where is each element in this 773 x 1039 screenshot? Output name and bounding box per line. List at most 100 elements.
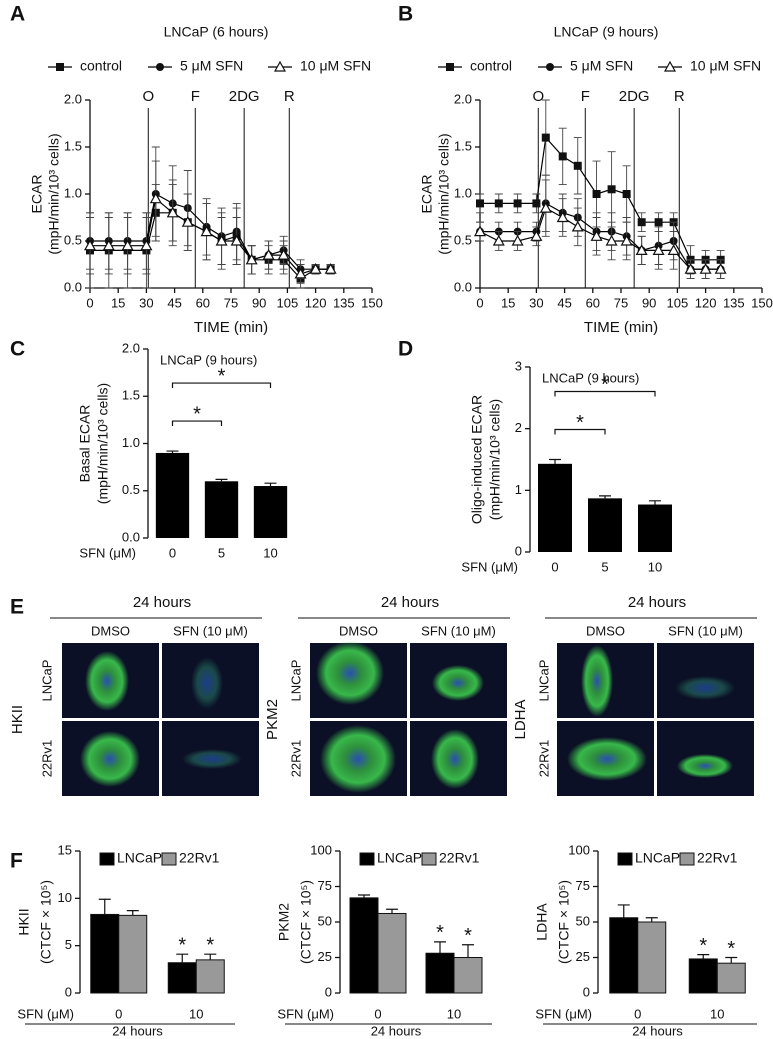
significance-label: * [436, 922, 444, 944]
significance-bracket [554, 428, 606, 435]
injection-label: F [581, 88, 590, 105]
x-tick-label: 60 [196, 295, 210, 310]
bar [588, 498, 622, 552]
significance-label: * [576, 412, 584, 434]
significance-bracket [171, 420, 223, 427]
marker [200, 225, 213, 237]
y-tick-label: 1.5 [64, 138, 82, 153]
error-bar [434, 941, 446, 954]
y-tick-label: 100 [310, 842, 332, 857]
x-tick-label: 150 [361, 295, 383, 310]
x-tick-label: 30 [529, 295, 543, 310]
panel-letter: D [398, 338, 413, 361]
x-tick-label: 0 [374, 1006, 381, 1021]
x-tick-label: 10 [648, 559, 662, 574]
x-tick-label: 0 [476, 295, 483, 310]
y-axis-label: (CTCF × 10⁵) [298, 880, 314, 964]
cell [581, 645, 613, 717]
x-tick-label: 30 [139, 295, 153, 310]
error-bar [358, 894, 370, 898]
marker [714, 262, 727, 274]
y-tick-label: 15 [58, 842, 72, 857]
y-tick-label: 0.5 [122, 482, 140, 497]
chart-title: LNCaP (9 hours) [554, 24, 659, 40]
error-bar [386, 908, 398, 914]
marker [309, 262, 322, 274]
legend-swatch [617, 852, 633, 866]
marker [277, 248, 290, 260]
cell [80, 731, 140, 787]
y-axis-label: LDHA [534, 903, 550, 941]
panel-letter: E [10, 596, 24, 619]
column-label: DMSO [586, 623, 625, 638]
x-tick-label: 45 [557, 295, 571, 310]
marker [140, 239, 153, 251]
legend-label: control [470, 58, 512, 74]
x-tick-label: 45 [167, 295, 181, 310]
row-label: 22Rv1 [39, 740, 54, 778]
x-tick-label: 105 [277, 295, 299, 310]
x-tick-label: 135 [333, 295, 355, 310]
y-tick-label: 1.5 [454, 138, 472, 153]
group-label: 24 hours [112, 1023, 163, 1038]
injection-label: O [142, 88, 154, 105]
bar [716, 962, 746, 994]
protein-label: LDHA [512, 699, 529, 739]
x-tick-label: 75 [614, 295, 628, 310]
marker [652, 244, 665, 255]
error-bar [126, 910, 139, 916]
series-line [479, 207, 721, 270]
panel-letter: B [398, 3, 413, 26]
x-tick-label: 105 [667, 295, 689, 310]
y-tick-label: 0.5 [64, 232, 82, 247]
legend-swatch [421, 852, 437, 866]
marker [181, 215, 194, 227]
marker [546, 63, 554, 71]
marker [149, 192, 162, 204]
legend-swatch [679, 852, 695, 866]
y-axis-label: (mpH/min/10³ cells) [46, 133, 62, 254]
bar [167, 962, 197, 994]
x-tick-label: 60 [586, 295, 600, 310]
marker [592, 190, 601, 198]
marker [541, 133, 550, 142]
bar [609, 917, 639, 994]
y-axis-label: (mpH/min/10³ cells) [436, 133, 452, 254]
legend-label: 10 μM SFN [300, 58, 371, 74]
marker [513, 199, 522, 208]
y-tick-label: 50 [576, 913, 590, 928]
y-tick-label: 0 [583, 984, 590, 999]
bar [638, 504, 672, 552]
error-bar [645, 917, 658, 922]
legend-label: 22Rv1 [697, 850, 738, 866]
significance-label: * [699, 935, 707, 957]
bar [195, 959, 225, 994]
cell [85, 651, 129, 711]
marker [511, 234, 524, 246]
legend-swatch [161, 852, 177, 866]
y-tick-label: 1.0 [454, 185, 472, 200]
marker [102, 239, 115, 251]
marker [667, 244, 680, 255]
cell [316, 641, 384, 705]
cell [675, 676, 735, 700]
cell [677, 754, 733, 778]
y-tick-label: 25 [318, 949, 332, 964]
column-label: SFN (10 μM) [421, 623, 496, 638]
marker [56, 63, 64, 71]
error-bar [215, 478, 228, 482]
significance-label: * [178, 934, 186, 956]
y-tick-label: 0 [65, 984, 72, 999]
marker [492, 234, 505, 246]
x-tick-label: 135 [723, 295, 745, 310]
marker [532, 199, 541, 208]
column-label: SFN (10 μM) [173, 623, 248, 638]
x-tick-label: 120 [695, 295, 717, 310]
legend-swatch [359, 852, 375, 866]
marker [637, 218, 646, 227]
series-line [480, 136, 721, 261]
x-axis-label: TIME (min) [194, 319, 268, 336]
marker [635, 244, 648, 255]
significance-label: * [193, 403, 201, 425]
y-tick-label: 1 [515, 482, 522, 497]
